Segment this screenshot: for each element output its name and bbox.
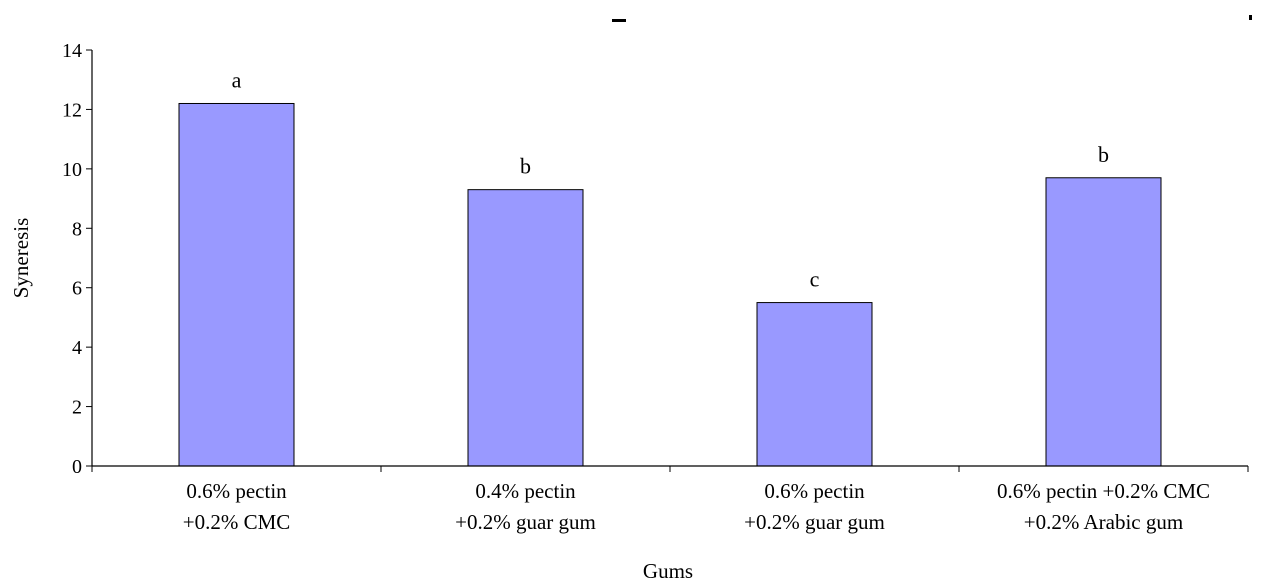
bar-data-label: a bbox=[232, 67, 242, 92]
x-category-label: +0.2% CMC bbox=[183, 510, 291, 534]
bar bbox=[178, 102, 295, 467]
top-mark-left bbox=[612, 19, 626, 22]
y-ticks-group: 0 2 4 6 8 10 12 14 bbox=[62, 40, 92, 478]
y-axis-title: Syneresis bbox=[9, 218, 33, 299]
y-tick-label: 2 bbox=[72, 397, 82, 419]
y-tick-label: 4 bbox=[72, 337, 82, 359]
x-categories-group: 0.6% pectin +0.2% CMC 0.4% pectin +0.2% gua… bbox=[183, 479, 1210, 534]
bars-group bbox=[178, 102, 1162, 467]
bar bbox=[1045, 177, 1162, 467]
bar-data-label: c bbox=[810, 267, 820, 292]
axes-group bbox=[91, 50, 1249, 472]
y-tick-label: 10 bbox=[62, 159, 82, 181]
y-tick-label: 6 bbox=[72, 278, 82, 300]
x-category-label: 0.6% pectin +0.2% CMC bbox=[997, 479, 1210, 503]
x-category-label: 0.6% pectin bbox=[186, 479, 287, 503]
bar bbox=[756, 302, 873, 467]
x-category-label: 0.4% pectin bbox=[475, 479, 576, 503]
y-tick-label: 14 bbox=[62, 40, 82, 62]
x-category-label: +0.2% Arabic gum bbox=[1024, 510, 1183, 534]
bar-data-label: b bbox=[520, 154, 531, 179]
top-mark-right bbox=[1249, 15, 1252, 20]
x-category-label: +0.2% guar gum bbox=[744, 510, 885, 534]
x-category-label: 0.6% pectin bbox=[764, 479, 865, 503]
bar bbox=[467, 189, 584, 467]
y-tick-label: 0 bbox=[72, 456, 82, 478]
data-labels-group: a b c b bbox=[232, 67, 1109, 291]
x-axis-title: Gums bbox=[643, 559, 693, 582]
bar-data-label: b bbox=[1098, 142, 1109, 167]
x-category-label: +0.2% guar gum bbox=[455, 510, 596, 534]
y-tick-label: 8 bbox=[72, 218, 82, 240]
y-tick-label: 12 bbox=[62, 99, 82, 121]
